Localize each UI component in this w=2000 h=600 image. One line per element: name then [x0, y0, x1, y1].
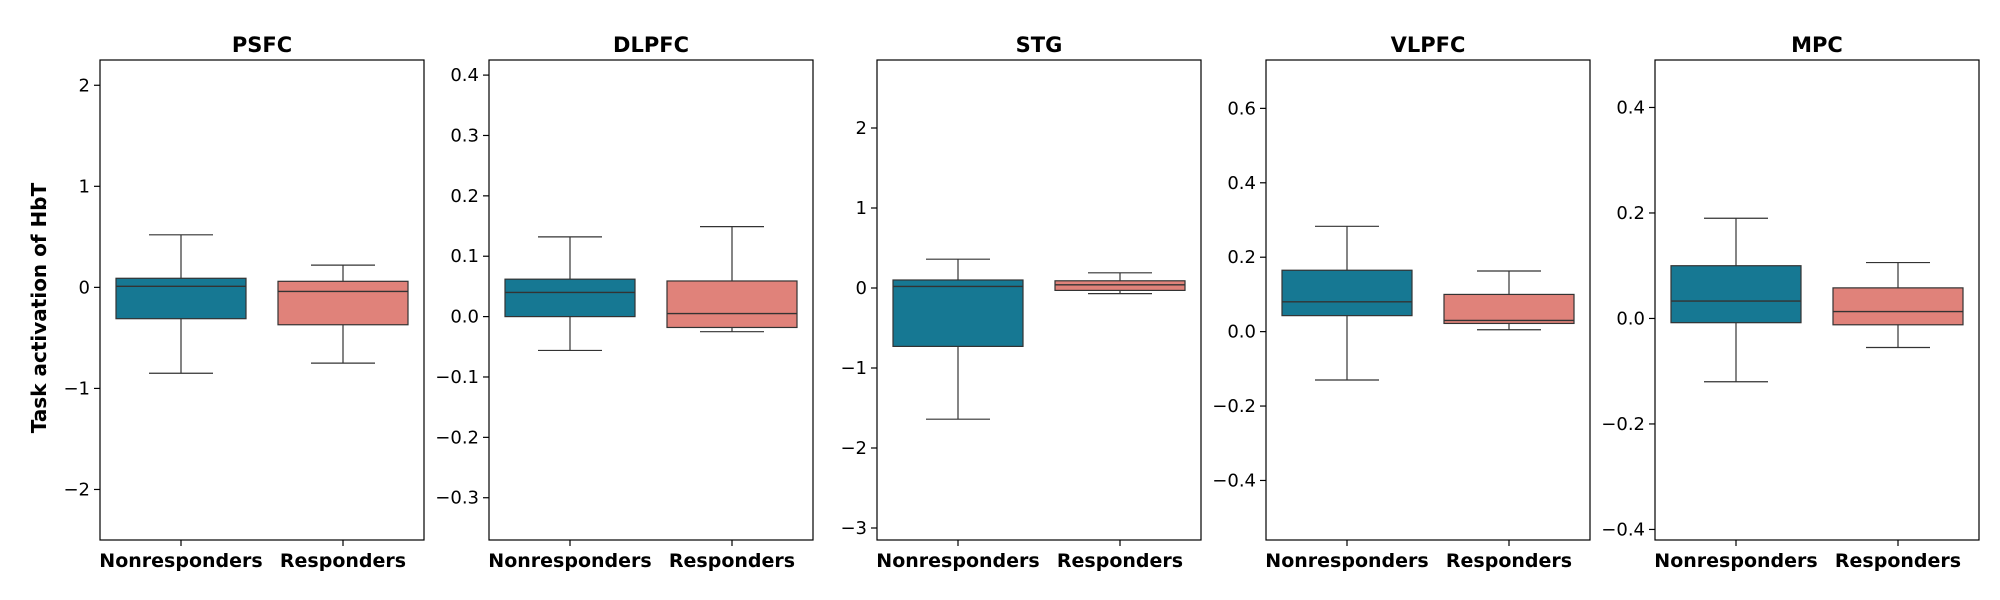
- y-tick-label: −0.2: [1601, 414, 1645, 435]
- x-category-label-responders: Responders: [669, 550, 795, 572]
- y-tick-label: −0.1: [435, 367, 479, 388]
- y-tick-label: −1: [840, 358, 867, 379]
- y-tick-label: −0.4: [1601, 519, 1645, 540]
- y-axis-title: Task activation of HbT: [27, 182, 51, 433]
- y-tick-label: −0.2: [1212, 396, 1256, 417]
- box-responders: [1832, 287, 1964, 326]
- axes-frame: [488, 59, 814, 541]
- x-category-label-nonresponders: Nonresponders: [1265, 550, 1428, 572]
- box-responders: [1054, 280, 1186, 291]
- y-tick-label: −0.2: [435, 427, 479, 448]
- y-tick-label: 0.0: [1227, 322, 1256, 343]
- y-tick-label: −0.3: [435, 488, 479, 509]
- y-tick-label: 0.1: [450, 246, 479, 267]
- x-category-label-responders: Responders: [1446, 550, 1572, 572]
- y-tick-label: 0.0: [1616, 308, 1645, 329]
- axes-frame: [1654, 59, 1980, 541]
- panel-mpc: MPC −0.4 −0.2 0.0 0.2 0.4 Nonresponders Respond…: [1601, 33, 1980, 572]
- box-responders: [277, 280, 409, 326]
- y-tick-label: 0.2: [1227, 247, 1256, 268]
- panel-title: MPC: [1791, 33, 1843, 57]
- y-tick-label: 1: [79, 176, 90, 197]
- y-tick-label: −3: [840, 518, 867, 539]
- x-category-label-nonresponders: Nonresponders: [99, 550, 262, 572]
- axes-frame: [1265, 59, 1591, 541]
- panel-psfc: PSFC −2 −1 0 1 2 Nonresponders Responders: [63, 33, 425, 572]
- y-tick-label: 0.4: [1227, 173, 1256, 194]
- panel-title: STG: [1016, 33, 1063, 57]
- box-nonresponders: [1281, 269, 1413, 317]
- y-tick-label: 0.3: [450, 125, 479, 146]
- x-category-label-responders: Responders: [1835, 550, 1961, 572]
- y-tick-label: 0: [79, 277, 90, 298]
- y-tick-label: 0.2: [450, 186, 479, 207]
- y-tick-label: 2: [79, 75, 90, 96]
- panels-group: PSFC −2 −1 0 1 2 Nonresponders Responders DLPFC −…: [63, 33, 1980, 572]
- x-category-label-responders: Responders: [280, 550, 406, 572]
- y-tick-label: 2: [856, 118, 867, 139]
- box-responders: [666, 280, 798, 329]
- box-nonresponders: [892, 279, 1024, 348]
- x-category-label-responders: Responders: [1057, 550, 1183, 572]
- y-tick-label: −2: [63, 479, 90, 500]
- panel-title: PSFC: [232, 33, 292, 57]
- panel-stg: STG −3 −2 −1 0 1 2 Nonresponders Responders: [840, 33, 1202, 572]
- y-tick-label: 0.6: [1227, 98, 1256, 119]
- box-nonresponders: [504, 278, 636, 318]
- panel-dlpfc: DLPFC −0.3 −0.2 −0.1 0.0 0.1 0.2 0.3 0.4 Nonrespo…: [435, 33, 814, 572]
- axes-frame: [99, 59, 425, 541]
- box-nonresponders: [1670, 265, 1802, 324]
- x-category-label-nonresponders: Nonresponders: [876, 550, 1039, 572]
- box-nonresponders: [115, 277, 247, 320]
- y-tick-label: 0.4: [450, 65, 479, 86]
- y-tick-label: −0.4: [1212, 470, 1256, 491]
- axes-frame: [876, 59, 1202, 541]
- y-tick-label: 0: [856, 278, 867, 299]
- x-category-label-nonresponders: Nonresponders: [1654, 550, 1817, 572]
- panel-title: DLPFC: [613, 33, 689, 57]
- box-responders: [1443, 293, 1575, 325]
- x-category-label-nonresponders: Nonresponders: [488, 550, 651, 572]
- y-tick-label: −2: [840, 438, 867, 459]
- panel-vlpfc: VLPFC −0.4 −0.2 0.0 0.2 0.4 0.6 Nonresponders Re…: [1212, 33, 1591, 572]
- y-tick-label: −1: [63, 378, 90, 399]
- y-tick-label: 0.2: [1616, 203, 1645, 224]
- panel-title: VLPFC: [1391, 33, 1466, 57]
- y-tick-label: 0.4: [1616, 97, 1645, 118]
- y-tick-label: 1: [856, 198, 867, 219]
- y-tick-label: 0.0: [450, 307, 479, 328]
